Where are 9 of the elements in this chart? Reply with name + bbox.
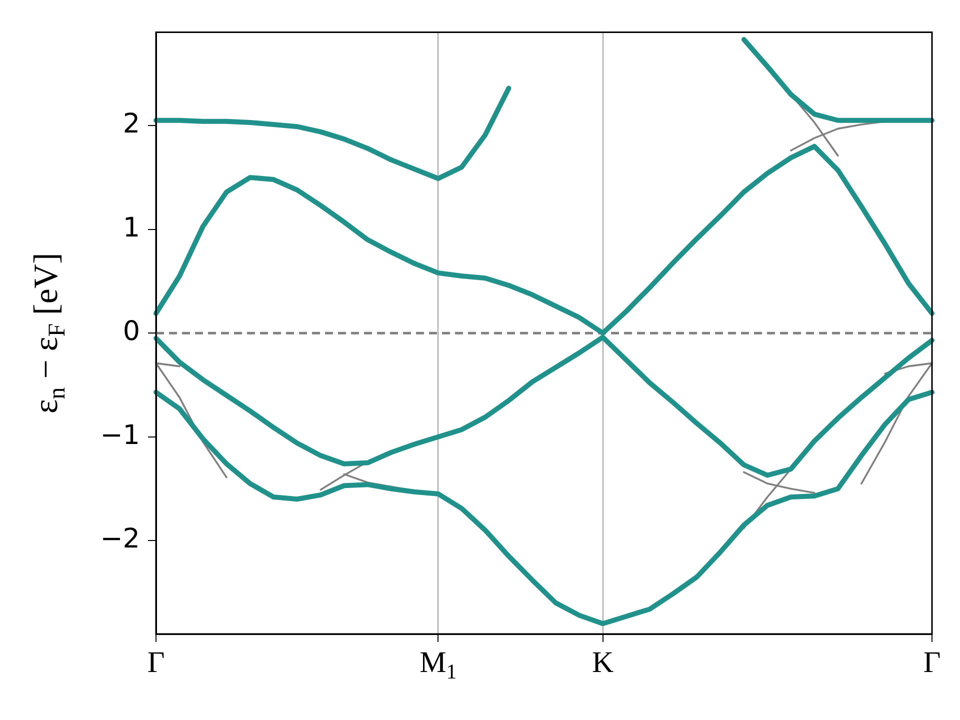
x-tick-label: Γ xyxy=(923,646,941,679)
y-tick-label: 2 xyxy=(122,108,140,140)
y-tick-label: 0 xyxy=(122,316,140,348)
y-tick-label: −2 xyxy=(100,524,140,555)
y-tick-label: 1 xyxy=(122,212,140,244)
x-tick-label: Γ xyxy=(147,646,165,679)
y-axis-title: εn − εF [eV] xyxy=(28,252,70,414)
y-tick-label: −1 xyxy=(100,420,140,451)
x-tick-label: K xyxy=(592,646,614,679)
